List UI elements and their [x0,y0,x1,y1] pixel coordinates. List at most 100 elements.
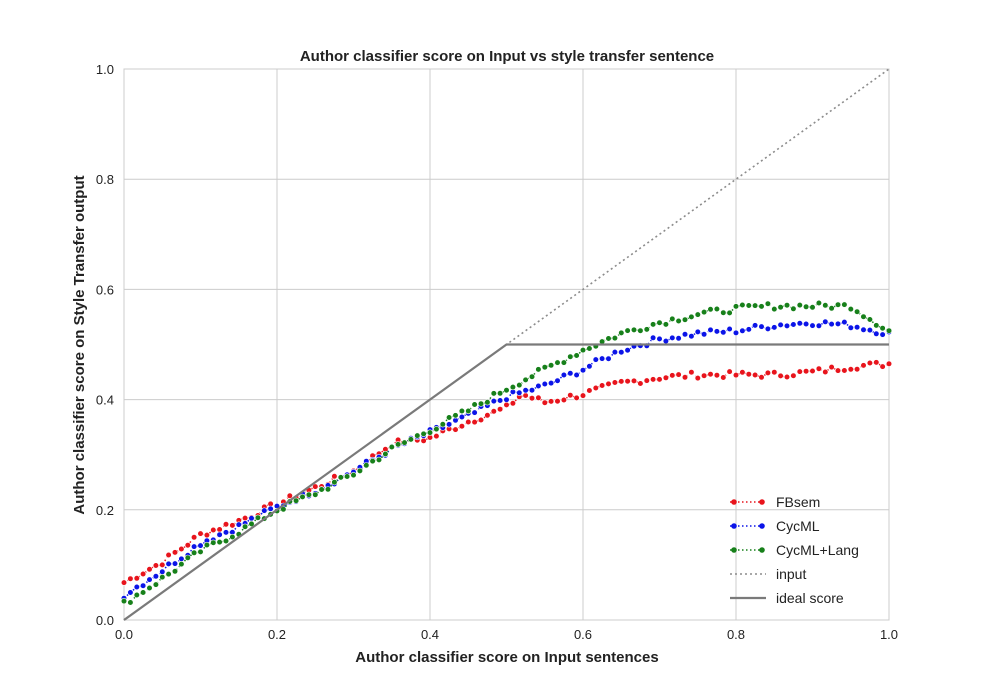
data-point [484,399,491,406]
data-point [210,526,217,534]
data-point [879,331,886,338]
y-tick-label: 1.0 [96,62,114,77]
data-point [171,560,179,567]
data-point [764,369,772,377]
data-point [860,313,867,320]
data-point [465,407,472,415]
data-point [560,371,568,379]
data-point [675,317,682,325]
data-point [681,331,689,338]
data-point [662,338,670,345]
data-point [879,363,886,370]
data-point [414,432,421,439]
data-point [140,570,147,578]
data-point [841,301,848,308]
data-point [363,462,370,469]
data-point [554,398,561,405]
data-point [171,549,179,556]
data-point [853,366,861,373]
data-point [598,382,606,389]
data-point [560,396,568,404]
data-point [605,335,612,342]
data-point [828,321,835,328]
data-point [860,326,867,333]
data-point [783,302,791,309]
data-point [860,362,867,369]
data-point [866,359,874,367]
data-point [261,507,268,514]
data-point [771,324,778,331]
data-point [439,421,446,428]
data-point [369,458,376,465]
data-point [497,406,504,413]
data-point [726,368,733,375]
data-point [790,372,797,379]
data-point [841,367,848,374]
data-point [152,581,159,588]
data-point [828,364,835,371]
data-point [458,413,466,421]
data-point [152,562,159,569]
data-point [618,349,625,356]
data-point [152,573,159,580]
data-point [388,443,395,451]
data-point [312,491,319,498]
data-point [822,368,829,376]
data-point [815,365,823,372]
data-point [433,433,440,440]
data-point [643,377,650,384]
data-point [324,486,332,493]
data-point [739,369,746,376]
data-point [522,376,529,384]
data-point [802,320,810,328]
data-point [509,400,517,407]
data-point [382,450,389,458]
data-point [299,493,306,501]
data-point [242,514,249,522]
data-point [465,418,472,426]
data-point [567,353,574,360]
data-point [120,579,128,586]
data-point [235,521,242,528]
data-point [841,319,848,326]
data-point [809,304,816,311]
data-point [688,333,695,340]
data-point [305,491,313,498]
data-point [471,419,478,426]
x-axis-title: Author classifier score on Input sentenc… [355,649,658,666]
data-point [197,530,204,537]
data-point [541,399,548,406]
data-point [630,326,638,334]
x-tick-label: 0.8 [727,627,745,642]
data-point [707,326,714,334]
data-point [197,548,204,556]
data-point [751,322,759,329]
data-point [452,412,459,419]
data-point [554,377,561,384]
data-point [592,384,599,392]
data-point [178,560,185,568]
data-point [662,321,670,328]
data-point [503,396,510,403]
data-point [178,545,185,553]
data-point [669,372,676,379]
data-point [509,384,517,391]
y-tick-label: 0.6 [96,282,114,297]
data-point [426,429,434,436]
data-point [745,326,752,333]
data-point [573,371,580,379]
data-point [203,531,210,539]
data-point [446,414,453,421]
data-point [783,373,791,381]
data-point [312,483,319,490]
data-point [732,329,740,337]
data-point [758,303,765,310]
data-point [764,325,772,333]
data-point [401,439,408,446]
data-point [222,537,230,545]
data-point [866,316,874,323]
legend-label: CycML [776,518,820,534]
data-point [777,321,784,329]
data-point [344,473,351,480]
